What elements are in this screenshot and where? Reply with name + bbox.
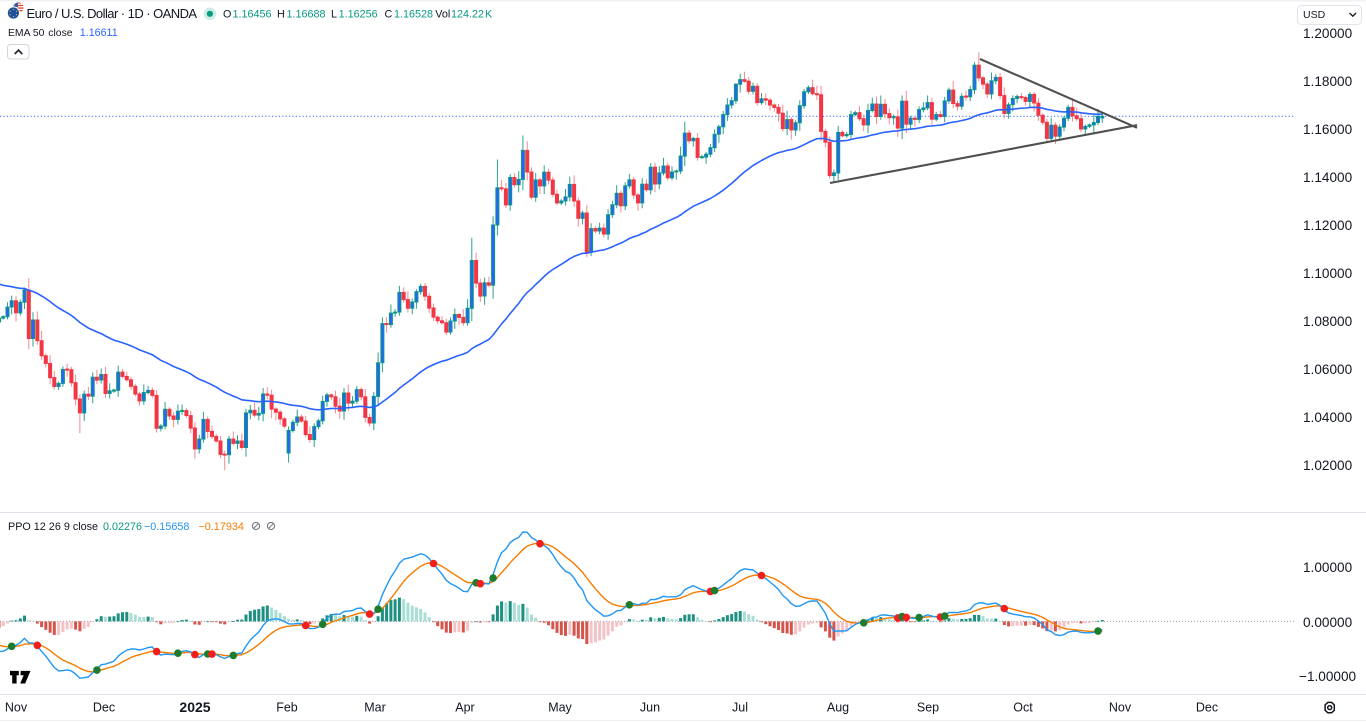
svg-text:Nov: Nov [1109,700,1132,714]
svg-text:Jun: Jun [640,700,660,714]
svg-text:Nov: Nov [5,700,28,714]
svg-text:1.18000: 1.18000 [1303,74,1353,89]
svg-text:Dec: Dec [93,700,115,714]
svg-text:1.20000: 1.20000 [1303,26,1353,41]
svg-text:1.14000: 1.14000 [1303,170,1353,185]
svg-text:0.02276: 0.02276 [103,521,142,533]
svg-text:1.00000: 1.00000 [1303,560,1353,575]
svg-text:1.04000: 1.04000 [1303,410,1353,425]
svg-text:Apr: Apr [455,700,474,714]
svg-text:USD: USD [1303,9,1326,21]
svg-text:1.10000: 1.10000 [1303,266,1353,281]
svg-text:Oct: Oct [1013,700,1033,714]
svg-text:1.12000: 1.12000 [1303,218,1353,233]
svg-text:−0.15658: −0.15658 [144,521,189,533]
svg-text:Feb: Feb [276,700,298,714]
svg-text:−0.17934: −0.17934 [199,521,244,533]
svg-text:Sep: Sep [917,700,939,714]
svg-text:0.00000: 0.00000 [1303,615,1353,630]
svg-text:Dec: Dec [1196,700,1218,714]
svg-text:PPO 12 26 9 close: PPO 12 26 9 close [8,521,98,533]
svg-text:1.16000: 1.16000 [1303,122,1353,137]
svg-text:1.06000: 1.06000 [1303,362,1353,377]
svg-text:May: May [548,700,572,714]
svg-text:Jul: Jul [732,700,748,714]
svg-text:1.16611: 1.16611 [80,27,118,39]
svg-text:Euro / U.S. Dollar · 1D · OAND: Euro / U.S. Dollar · 1D · OANDA [27,6,198,21]
svg-text:1.08000: 1.08000 [1303,314,1353,329]
svg-text:Aug: Aug [827,700,849,714]
svg-text:2025: 2025 [179,699,210,715]
svg-text:1.02000: 1.02000 [1303,458,1353,473]
svg-text:Mar: Mar [364,700,386,714]
svg-text:−1.00000: −1.00000 [1299,669,1357,684]
